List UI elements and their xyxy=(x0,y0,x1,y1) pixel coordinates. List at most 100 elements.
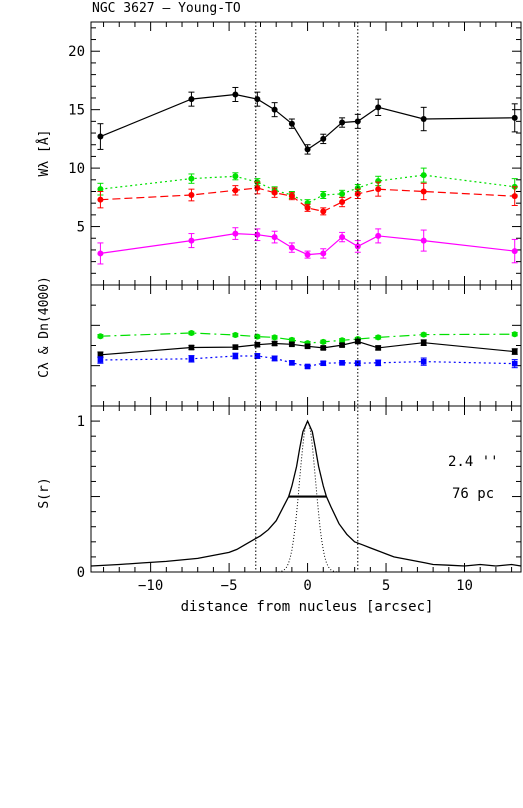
data-point xyxy=(304,146,311,153)
data-point xyxy=(97,357,104,363)
data-point xyxy=(271,189,278,196)
data-point xyxy=(420,188,427,195)
data-point xyxy=(254,96,261,103)
data-point xyxy=(320,345,327,351)
data-point xyxy=(511,248,518,255)
data-point xyxy=(320,250,327,257)
x-tick-label: 5 xyxy=(382,578,390,594)
data-point xyxy=(254,333,261,340)
data-point xyxy=(289,341,295,348)
data-point xyxy=(271,340,278,347)
data-point xyxy=(188,356,195,362)
x-tick-label: 10 xyxy=(456,578,473,594)
data-point xyxy=(232,230,239,237)
y-tick-label: 1 xyxy=(77,414,85,430)
data-point xyxy=(320,360,327,367)
x-axis-label: distance from nucleus [arcsec] xyxy=(181,599,434,615)
data-point xyxy=(304,204,311,211)
data-point xyxy=(97,351,104,358)
data-point xyxy=(304,251,311,258)
data-point xyxy=(375,345,381,351)
data-point xyxy=(254,353,261,359)
data-point xyxy=(320,338,327,345)
data-point xyxy=(232,91,239,98)
y-tick-label: 5 xyxy=(77,220,85,236)
data-point xyxy=(232,332,239,339)
data-point xyxy=(304,343,311,350)
panel-frame xyxy=(90,405,522,573)
fwhm-pc-annotation: 76 pc xyxy=(452,486,494,502)
data-point xyxy=(420,331,427,338)
data-point xyxy=(320,135,327,142)
data-point xyxy=(271,234,278,241)
y-tick-label: 10 xyxy=(68,161,85,177)
data-point xyxy=(97,196,104,203)
data-point xyxy=(511,348,518,355)
data-point xyxy=(511,193,518,200)
data-point xyxy=(354,360,361,367)
data-point xyxy=(375,334,382,341)
data-point xyxy=(288,193,295,200)
panel-equivalent-width: 5 10 15 20 xyxy=(68,21,522,286)
figure-title: NGC 3627 – Young-TO xyxy=(92,1,241,16)
data-point xyxy=(320,191,327,198)
data-point xyxy=(511,360,518,367)
w-panel-ylabel: Wλ [Å] xyxy=(36,130,52,177)
psf-profile-line xyxy=(260,420,355,573)
data-point xyxy=(97,333,104,340)
y-tick-label: 15 xyxy=(68,103,85,119)
y-tick-label: 20 xyxy=(68,44,85,60)
data-point xyxy=(232,187,239,194)
data-point xyxy=(339,119,346,126)
data-point xyxy=(304,363,311,370)
data-point xyxy=(339,190,346,197)
data-point xyxy=(339,234,346,241)
data-point xyxy=(375,104,382,111)
data-point xyxy=(339,342,345,348)
data-point xyxy=(188,344,195,351)
data-point xyxy=(254,184,261,191)
data-point xyxy=(339,337,346,344)
data-point xyxy=(289,360,295,366)
spatial-profile-line xyxy=(90,419,522,567)
panel-spatial-profile: −10 −5 0 5 10 0 1 xyxy=(77,405,522,594)
data-point xyxy=(232,353,239,359)
data-point xyxy=(232,173,239,180)
data-point xyxy=(339,199,346,206)
data-point xyxy=(288,336,295,343)
data-point xyxy=(188,329,195,336)
s-panel-ylabel: S(r) xyxy=(37,477,52,508)
data-point xyxy=(420,339,427,346)
data-point xyxy=(232,344,239,350)
data-point xyxy=(188,96,195,103)
data-point xyxy=(188,237,195,244)
data-point xyxy=(271,106,278,113)
x-tick-label: −10 xyxy=(138,578,163,594)
data-point xyxy=(188,175,195,182)
data-point xyxy=(420,358,427,365)
data-point xyxy=(271,355,278,362)
series-line xyxy=(100,93,515,151)
data-point xyxy=(288,120,295,127)
x-tick-label: 0 xyxy=(303,578,311,594)
panel-continuum-ratios xyxy=(90,284,522,407)
data-point xyxy=(320,208,327,215)
series-line xyxy=(100,174,515,204)
data-point xyxy=(254,341,261,348)
data-point xyxy=(97,133,104,140)
c-panel-ylabel: Cλ & Dn(4000) xyxy=(37,276,52,378)
data-point xyxy=(420,172,427,179)
fwhm-arcsec-annotation: 2.4 '' xyxy=(448,454,499,470)
data-point xyxy=(511,331,518,338)
data-point xyxy=(375,186,382,193)
data-point xyxy=(271,334,278,341)
x-tick-label: −5 xyxy=(221,578,238,594)
data-point xyxy=(375,360,381,366)
data-point xyxy=(254,231,261,238)
data-point xyxy=(375,232,382,239)
data-point xyxy=(511,114,518,121)
data-point xyxy=(97,186,104,193)
data-point xyxy=(420,116,427,123)
data-point xyxy=(97,250,104,257)
